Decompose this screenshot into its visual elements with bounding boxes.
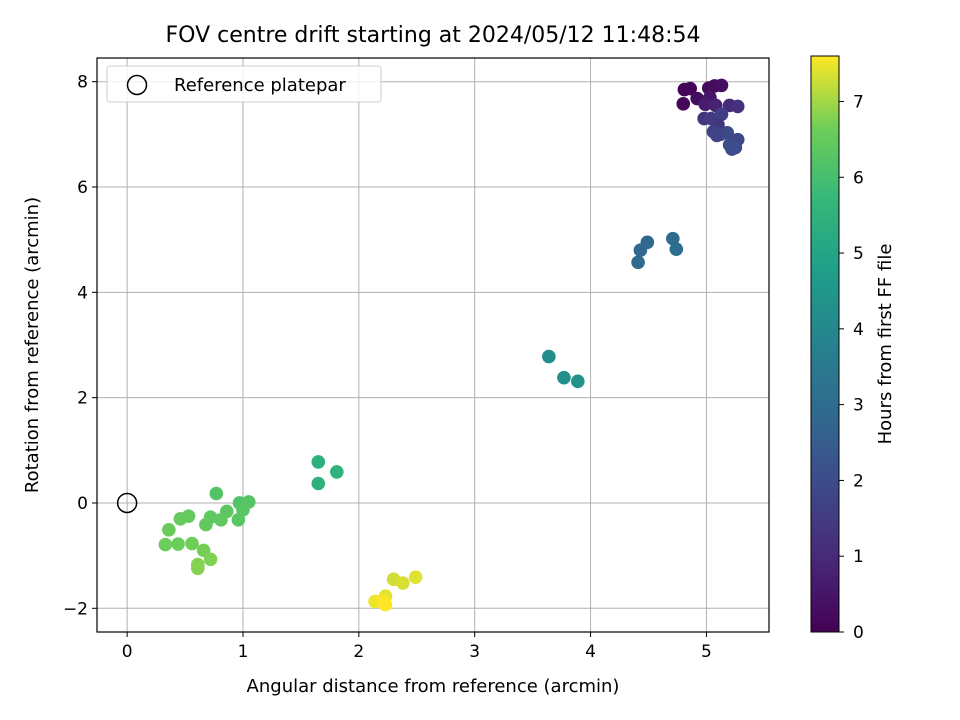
data-point bbox=[209, 486, 224, 501]
y-tick-label: 2 bbox=[77, 389, 88, 409]
data-point bbox=[542, 349, 556, 364]
y-axis-label: Rotation from reference (arcmin) bbox=[22, 197, 43, 493]
y-tick-label: 0 bbox=[77, 494, 88, 514]
x-tick-label: 2 bbox=[353, 642, 364, 662]
y-tick-label: 8 bbox=[77, 73, 88, 93]
reference-marker bbox=[116, 492, 138, 514]
data-point bbox=[698, 97, 713, 112]
chart-title: FOV centre drift starting at 2024/05/12 … bbox=[166, 23, 701, 48]
data-point bbox=[231, 513, 246, 527]
x-tick-label: 4 bbox=[585, 642, 596, 662]
data-point bbox=[214, 513, 228, 527]
colorbar-tick-label: 3 bbox=[853, 396, 864, 416]
legend: Reference platepar bbox=[106, 65, 382, 103]
data-point bbox=[158, 537, 173, 552]
colorbar-tick-label: 7 bbox=[853, 92, 864, 112]
data-point bbox=[191, 561, 205, 576]
colorbar-tick-label: 6 bbox=[853, 168, 864, 188]
x-tick-label: 3 bbox=[469, 642, 480, 662]
x-axis-label: Angular distance from reference (arcmin) bbox=[247, 676, 620, 697]
y-axis: −2 0 2 4 6 8 bbox=[63, 73, 97, 619]
legend-box bbox=[106, 65, 382, 103]
data-point bbox=[728, 140, 743, 155]
legend-label: Reference platepar bbox=[174, 75, 346, 96]
colorbar-tick-label: 5 bbox=[853, 244, 864, 264]
x-axis: 0 1 2 3 4 5 bbox=[122, 632, 712, 662]
data-point bbox=[378, 597, 393, 612]
data-point bbox=[408, 570, 423, 585]
data-point bbox=[631, 255, 645, 270]
x-tick-label: 5 bbox=[701, 642, 712, 662]
y-tick-label: 6 bbox=[77, 178, 88, 198]
data-point bbox=[311, 455, 326, 469]
plot-frame bbox=[96, 57, 770, 633]
data-point bbox=[571, 374, 585, 389]
colorbar-tick-label: 4 bbox=[853, 320, 864, 340]
colorbar-tick-label: 1 bbox=[853, 547, 864, 567]
data-point bbox=[557, 370, 571, 385]
data-point bbox=[185, 536, 199, 551]
x-tick-label: 0 bbox=[122, 642, 133, 662]
colorbar-tick-label: 0 bbox=[853, 623, 864, 643]
y-tick-label: 4 bbox=[77, 283, 88, 303]
colorbar: 0 1 2 3 4 5 6 7 Hours from first FF file bbox=[810, 55, 896, 643]
data-point bbox=[676, 97, 691, 111]
x-tick-label: 1 bbox=[238, 642, 249, 662]
data-point bbox=[720, 125, 735, 140]
colorbar-label: Hours from first FF file bbox=[875, 244, 896, 445]
data-point bbox=[640, 235, 655, 250]
data-point bbox=[330, 465, 344, 479]
data-point bbox=[396, 576, 410, 590]
data-point bbox=[173, 511, 188, 526]
data-point bbox=[162, 523, 176, 537]
data-point bbox=[669, 242, 684, 256]
data-point bbox=[683, 81, 698, 96]
data-point bbox=[199, 517, 213, 532]
data-point bbox=[730, 99, 745, 114]
colorbar-tick-label: 2 bbox=[853, 471, 864, 491]
data-point bbox=[171, 537, 185, 551]
y-tick-label: −2 bbox=[63, 599, 88, 619]
colorbar-gradient bbox=[810, 55, 840, 633]
data-point bbox=[714, 107, 729, 122]
legend-marker-icon bbox=[126, 74, 148, 96]
data-points bbox=[158, 78, 745, 612]
data-point bbox=[203, 552, 218, 567]
data-point bbox=[710, 128, 724, 143]
data-point bbox=[311, 476, 326, 491]
data-point bbox=[666, 231, 680, 246]
data-point bbox=[714, 78, 729, 93]
